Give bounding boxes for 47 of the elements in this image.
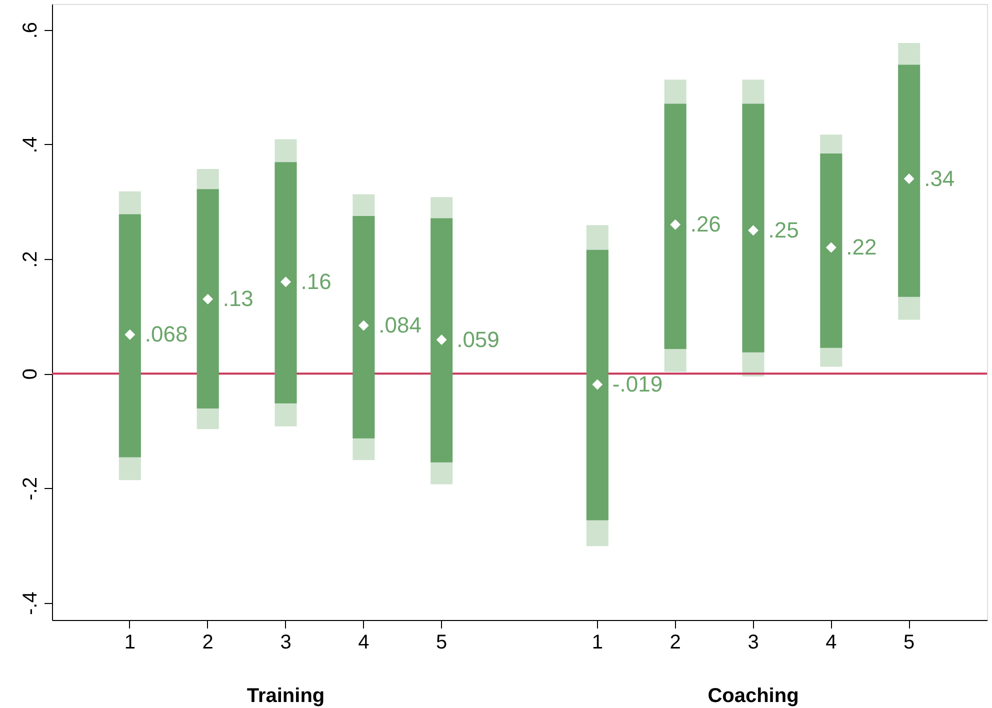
point xyxy=(748,225,758,236)
bar xyxy=(898,64,920,297)
data-label: .16 xyxy=(300,268,332,294)
data-label: .059 xyxy=(456,326,500,352)
bar xyxy=(352,216,375,438)
point xyxy=(202,294,214,304)
point xyxy=(670,219,681,230)
point xyxy=(436,334,447,346)
point xyxy=(904,174,914,184)
bar xyxy=(196,189,219,409)
data-label: -.019 xyxy=(612,371,663,396)
bar xyxy=(118,214,141,458)
bar xyxy=(664,104,686,349)
data-label: .13 xyxy=(222,286,254,312)
data-label: .084 xyxy=(378,312,422,338)
y-tick-label: .4 xyxy=(20,136,42,154)
data-label: .068 xyxy=(144,322,188,347)
point xyxy=(826,242,836,253)
text: Training xyxy=(246,685,325,707)
point xyxy=(124,329,136,340)
data-label: .22 xyxy=(846,234,877,260)
x-tick-label: 4 xyxy=(826,632,837,654)
x-tick-label: 2 xyxy=(670,632,681,654)
point xyxy=(280,276,291,288)
point xyxy=(592,379,603,390)
data-label: .34 xyxy=(924,166,955,191)
x-tick-label: 5 xyxy=(436,632,448,654)
bar xyxy=(820,154,842,348)
y-tick-label: .2 xyxy=(20,251,42,268)
x-tick-label: 1 xyxy=(592,632,603,654)
x-tick-label: 3 xyxy=(280,632,292,654)
text: Coaching xyxy=(708,685,799,707)
x-tick-label: 2 xyxy=(202,632,214,654)
point xyxy=(358,320,369,331)
y-tick-label: -.4 xyxy=(20,592,42,615)
bar xyxy=(742,104,764,352)
data-label: .25 xyxy=(768,217,799,242)
y-tick-label: 0 xyxy=(20,368,42,380)
y-tick-label: .6 xyxy=(20,22,42,39)
x-tick-label: 5 xyxy=(904,632,915,654)
x-tick-label: 1 xyxy=(124,632,136,654)
x-tick-label: 3 xyxy=(748,632,759,654)
data-label: .26 xyxy=(690,212,721,237)
y-tick-label: -.2 xyxy=(20,477,42,500)
bar xyxy=(586,250,608,520)
bar xyxy=(274,162,297,404)
x-tick-label: 4 xyxy=(358,632,370,654)
